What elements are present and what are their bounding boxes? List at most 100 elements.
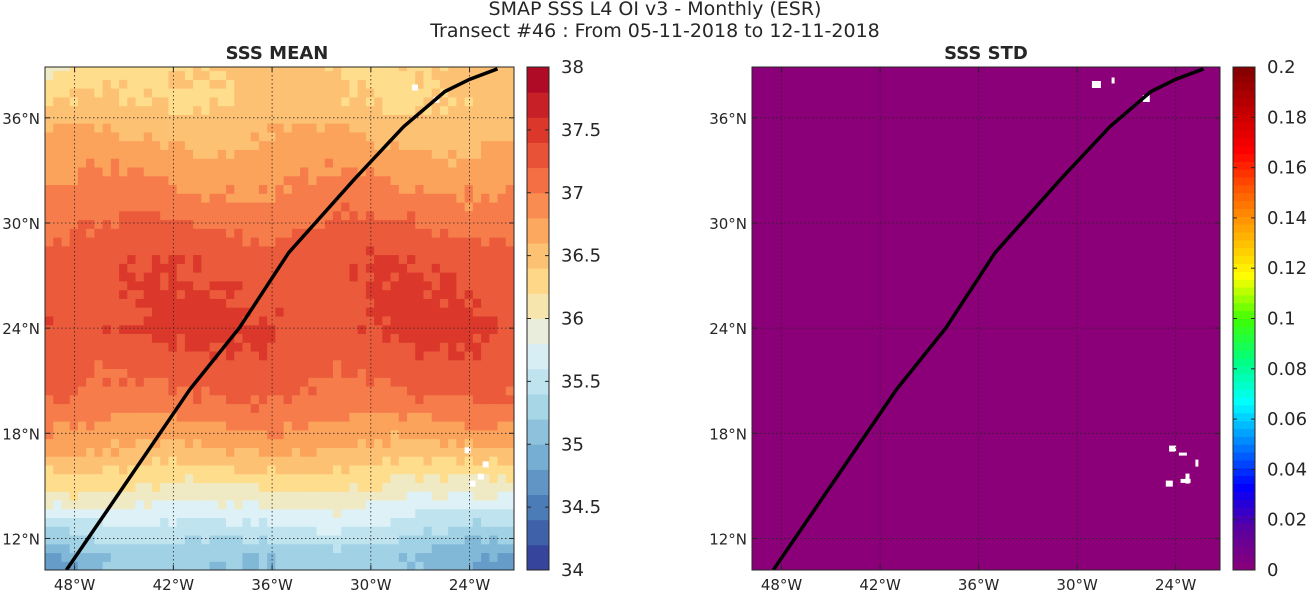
sss-std-colorbar-tick-label: 0.18 [1267, 107, 1307, 128]
sss-mean-y-tick-label: 18°N [2, 425, 40, 443]
sss-std-colorbar: 0 0.02 0.04 0.06 0.08 0.1 0.12 0.14 0.16 0.18 0.2 [1232, 57, 1307, 581]
sss-std-colorbar-band [1233, 302, 1255, 312]
sss-mean-colorbar-band [527, 92, 549, 118]
sss-std-colorbar-band [1233, 459, 1255, 469]
sss-std-colorbar-band [1233, 365, 1255, 375]
sss-std-colorbar-band [1233, 397, 1255, 406]
sss-std-colorbar-band [1233, 90, 1255, 99]
sss-std-colorbar-band [1233, 184, 1255, 194]
sss-std-colorbar-band [1233, 349, 1255, 359]
sss-std-colorbar-tick-label: 0.08 [1267, 359, 1307, 380]
sss-std-colorbar-band [1233, 247, 1255, 257]
sss-std-y-tick-label: 36°N [709, 110, 747, 128]
sss-mean-colorbar-band [527, 343, 549, 370]
sss-mean-x-tick-label: 42°W [153, 576, 195, 591]
sss-mean-y-tick-label: 36°N [2, 110, 40, 128]
sss-std-x-tick-label: 48°W [761, 576, 803, 591]
sss-std-colorbar-band [1233, 514, 1255, 524]
sss-std-x-tick-label: 42°W [859, 576, 901, 591]
sss-mean-y-tick-label: 30°N [2, 215, 40, 233]
sss-mean-colorbar-tick-label: 37.5 [561, 120, 601, 141]
sss-std-colorbar-band [1233, 334, 1255, 343]
sss-std-colorbar-band [1233, 491, 1255, 500]
sss-std-colorbar-band [1233, 137, 1255, 147]
sss-mean-colorbar-tick-label: 36.5 [561, 246, 601, 267]
sss-std-x-tick-label: 30°W [1056, 576, 1098, 591]
sss-std-colorbar-band [1233, 200, 1255, 209]
sss-std-colorbar-band [1233, 373, 1255, 382]
sss-std-colorbar-band [1233, 177, 1255, 186]
sss-mean-colorbar-band [527, 167, 549, 194]
sss-std-colorbar-band [1233, 129, 1255, 139]
sss-std-colorbar-band [1233, 444, 1255, 453]
sss-std-colorbar-tick-label: 0.12 [1267, 258, 1307, 279]
sss-mean-y-tick-label: 12°N [2, 530, 40, 548]
sss-std-colorbar-band [1233, 562, 1255, 571]
sss-mean-colorbar-tick-label: 35.5 [561, 371, 601, 392]
sss-mean-colorbar-band [527, 469, 549, 496]
sss-std-colorbar-band [1233, 263, 1255, 272]
sss-std-field [752, 67, 1220, 570]
sss-std-x-tick-label: 24°W [1155, 576, 1197, 591]
sss-std-colorbar-band [1233, 404, 1255, 414]
sss-mean-colorbar-tick-label: 36 [561, 309, 584, 330]
sss-std-colorbar-band [1233, 232, 1255, 241]
sss-std-colorbar-band [1233, 507, 1255, 516]
sss-std-y-tick-label: 30°N [709, 215, 747, 233]
sss-mean-colorbar-band [527, 368, 549, 395]
figure-title: SMAP SSS L4 OI v3 - Monthly (ESR) [488, 0, 822, 20]
sss-mean-x-tick-label: 48°W [54, 576, 96, 591]
sss-std-colorbar-band [1233, 239, 1255, 249]
sss-std-colorbar-tick-label: 0 [1267, 560, 1278, 581]
sss-mean-colorbar-band [527, 217, 549, 244]
sss-mean-colorbar-tick-label: 38 [561, 57, 584, 78]
sss-mean-y-ticks: 12°N 18°N 24°N 30°N 36°N [2, 110, 514, 548]
sss-std-colorbar-band [1233, 287, 1255, 296]
sss-std-colorbar-band [1233, 224, 1255, 233]
sss-std-colorbar-band [1233, 412, 1255, 422]
sss-std-colorbar-band [1233, 342, 1255, 351]
sss-std-colorbar-band [1233, 106, 1255, 115]
sss-std-axes-box [751, 66, 1221, 571]
sss-std-colorbar-band [1233, 216, 1255, 225]
sss-mean-axes-box [44, 66, 515, 571]
sss-mean-x-tick-label: 30°W [350, 576, 392, 591]
sss-std-colorbar-band [1233, 357, 1255, 367]
sss-std-colorbar-band [1233, 467, 1255, 477]
sss-std-colorbar-band [1233, 98, 1255, 107]
sss-std-colorbar-band [1233, 522, 1255, 532]
sss-std-colorbar-band [1233, 114, 1255, 123]
sss-std-x-tick-label: 36°W [958, 576, 1000, 591]
sss-mean-panel: SSS MEAN 48°W 42°W 36°W 30°W 24°W 12°N 18°N 24… [2, 43, 601, 591]
sss-mean-colorbar-band [527, 393, 549, 420]
sss-mean-colorbar-band [527, 67, 549, 93]
sss-std-colorbar-band [1233, 475, 1255, 485]
sss-mean-colorbar-tick-label: 37 [561, 183, 584, 204]
sss-std-colorbar-band [1233, 452, 1255, 461]
sss-std-colorbar-band [1233, 82, 1255, 92]
sss-std-colorbar-band [1233, 326, 1255, 335]
sss-std-colorbar-tick-label: 0.16 [1267, 158, 1307, 179]
sss-mean-colorbar-band [527, 544, 549, 571]
sss-std-colorbar-band [1233, 67, 1255, 76]
sss-std-colorbar-band [1233, 255, 1255, 264]
sss-std-colorbar-band [1233, 554, 1255, 563]
sss-mean-colorbar-tick-label: 34 [561, 560, 584, 581]
sss-std-colorbar-tick-label: 0.14 [1267, 208, 1307, 229]
sss-std-colorbar-tick-label: 0.04 [1267, 459, 1307, 480]
sss-std-colorbar-band [1233, 381, 1255, 390]
sss-std-colorbar-band [1233, 294, 1255, 304]
sss-std-colorbar-band [1233, 428, 1255, 437]
sss-mean-colorbar-band [527, 318, 549, 345]
sss-mean-x-tick-label: 24°W [449, 576, 491, 591]
sss-std-colorbar-band [1233, 153, 1255, 162]
sss-std-colorbar-band [1233, 74, 1255, 84]
sss-std-colorbar-band [1233, 389, 1255, 398]
sss-mean-colorbar-band [527, 293, 549, 319]
sss-std-colorbar-band [1233, 279, 1255, 288]
sss-std-colorbar-band [1233, 420, 1255, 430]
sss-std-colorbar-tick-label: 0.2 [1267, 57, 1296, 78]
sss-mean-colorbar-band [527, 444, 549, 470]
sss-std-y-tick-label: 12°N [709, 530, 747, 548]
sss-std-y-tick-label: 24°N [709, 320, 747, 338]
